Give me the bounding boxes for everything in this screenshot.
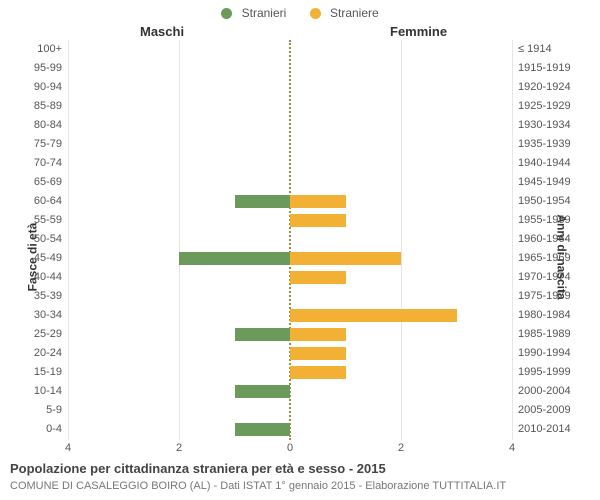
legend-swatch-female [310, 8, 321, 19]
birth-year-label: 1930-1934 [518, 116, 586, 135]
chart-row: 45-491965-1969 [68, 249, 512, 268]
age-label: 80-84 [18, 116, 62, 135]
bar-female [290, 271, 346, 284]
bar-male [179, 252, 290, 265]
birth-year-label: 1990-1994 [518, 344, 586, 363]
age-label: 15-19 [18, 363, 62, 382]
age-label: 65-69 [18, 173, 62, 192]
birth-year-label: 2005-2009 [518, 401, 586, 420]
age-label: 90-94 [18, 78, 62, 97]
chart-row: 15-191995-1999 [68, 363, 512, 382]
chart-row: 85-891925-1929 [68, 97, 512, 116]
age-label: 50-54 [18, 230, 62, 249]
birth-year-label: 1915-1919 [518, 59, 586, 78]
grid-line [512, 40, 513, 440]
x-tick-label: 2 [176, 442, 182, 454]
chart-row: 5-92005-2009 [68, 401, 512, 420]
age-label: 55-59 [18, 211, 62, 230]
age-label: 35-39 [18, 287, 62, 306]
x-tick-label: 0 [287, 442, 293, 454]
bar-female [290, 328, 346, 341]
chart-subcaption: COMUNE DI CASALEGGIO BOIRO (AL) - Dati I… [10, 480, 506, 492]
birth-year-label: 1940-1944 [518, 154, 586, 173]
birth-year-label: 1945-1949 [518, 173, 586, 192]
age-label: 5-9 [18, 401, 62, 420]
bar-female [290, 195, 346, 208]
x-tick-label: 4 [65, 442, 71, 454]
birth-year-label: 2000-2004 [518, 382, 586, 401]
chart-row: 10-142000-2004 [68, 382, 512, 401]
bar-female [290, 347, 346, 360]
chart-row: 40-441970-1974 [68, 268, 512, 287]
chart-row: 70-741940-1944 [68, 154, 512, 173]
age-label: 20-24 [18, 344, 62, 363]
birth-year-label: 1995-1999 [518, 363, 586, 382]
birth-year-label: 1975-1979 [518, 287, 586, 306]
age-label: 45-49 [18, 249, 62, 268]
age-label: 75-79 [18, 135, 62, 154]
birth-year-label: 1965-1969 [518, 249, 586, 268]
age-label: 60-64 [18, 192, 62, 211]
chart-row: 60-641950-1954 [68, 192, 512, 211]
chart-row: 95-991915-1919 [68, 59, 512, 78]
chart-row: 90-941920-1924 [68, 78, 512, 97]
bar-male [235, 195, 291, 208]
plot-area: 42024100+≤ 191495-991915-191990-941920-1… [68, 40, 512, 440]
chart-row: 75-791935-1939 [68, 135, 512, 154]
age-label: 30-34 [18, 306, 62, 325]
column-title-male: Maschi [140, 24, 184, 39]
chart-row: 20-241990-1994 [68, 344, 512, 363]
legend-label-male: Stranieri [242, 6, 287, 20]
birth-year-label: 1920-1924 [518, 78, 586, 97]
bar-female [290, 309, 457, 322]
birth-year-label: 1950-1954 [518, 192, 586, 211]
chart-row: 80-841930-1934 [68, 116, 512, 135]
age-label: 85-89 [18, 97, 62, 116]
legend-swatch-male [221, 8, 232, 19]
bar-male [235, 385, 291, 398]
age-label: 95-99 [18, 59, 62, 78]
legend-label-female: Straniere [330, 6, 379, 20]
bar-male [235, 423, 291, 436]
chart-row: 50-541960-1964 [68, 230, 512, 249]
chart-caption: Popolazione per cittadinanza straniera p… [10, 461, 386, 476]
birth-year-label: 1985-1989 [518, 325, 586, 344]
chart-row: 30-341980-1984 [68, 306, 512, 325]
age-label: 100+ [18, 40, 62, 59]
bar-female [290, 214, 346, 227]
birth-year-label: 1955-1959 [518, 211, 586, 230]
age-label: 10-14 [18, 382, 62, 401]
chart-row: 25-291985-1989 [68, 325, 512, 344]
chart-row: 65-691945-1949 [68, 173, 512, 192]
bar-female [290, 252, 401, 265]
chart-row: 55-591955-1959 [68, 211, 512, 230]
age-label: 25-29 [18, 325, 62, 344]
birth-year-label: 1960-1964 [518, 230, 586, 249]
birth-year-label: 2010-2014 [518, 420, 586, 439]
birth-year-label: 1980-1984 [518, 306, 586, 325]
chart-row: 35-391975-1979 [68, 287, 512, 306]
age-label: 70-74 [18, 154, 62, 173]
x-tick-label: 2 [398, 442, 404, 454]
legend-item-male: Stranieri [221, 6, 286, 20]
birth-year-label: 1970-1974 [518, 268, 586, 287]
bar-male [235, 328, 291, 341]
birth-year-label: 1925-1929 [518, 97, 586, 116]
chart-row: 100+≤ 1914 [68, 40, 512, 59]
age-label: 0-4 [18, 420, 62, 439]
birth-year-label: ≤ 1914 [518, 40, 586, 59]
column-title-female: Femmine [390, 24, 447, 39]
chart-row: 0-42010-2014 [68, 420, 512, 439]
age-label: 40-44 [18, 268, 62, 287]
legend-item-female: Straniere [310, 6, 379, 20]
bar-female [290, 366, 346, 379]
legend: Stranieri Straniere [0, 6, 600, 20]
birth-year-label: 1935-1939 [518, 135, 586, 154]
x-tick-label: 4 [509, 442, 515, 454]
